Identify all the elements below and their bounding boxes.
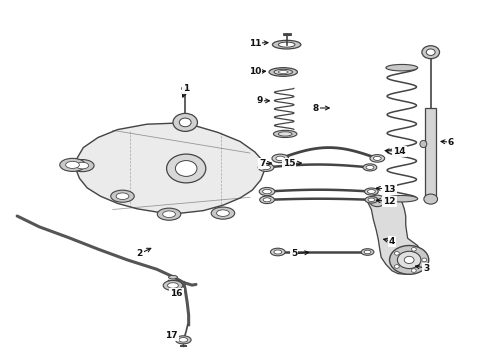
Circle shape: [404, 256, 414, 264]
Ellipse shape: [274, 250, 282, 254]
Ellipse shape: [273, 130, 297, 138]
Ellipse shape: [168, 283, 178, 288]
Circle shape: [412, 248, 416, 251]
Ellipse shape: [368, 189, 375, 194]
Ellipse shape: [272, 154, 289, 163]
Text: 15: 15: [283, 159, 295, 168]
Circle shape: [394, 252, 399, 255]
Ellipse shape: [386, 64, 417, 71]
Ellipse shape: [420, 140, 427, 148]
Ellipse shape: [263, 198, 271, 202]
Ellipse shape: [71, 159, 94, 172]
Text: 9: 9: [256, 96, 263, 105]
Ellipse shape: [278, 42, 295, 47]
Ellipse shape: [60, 158, 85, 171]
Ellipse shape: [373, 156, 381, 161]
Ellipse shape: [217, 210, 229, 216]
Ellipse shape: [66, 161, 79, 168]
Text: 1: 1: [183, 84, 189, 93]
Ellipse shape: [157, 208, 181, 220]
Ellipse shape: [258, 163, 274, 171]
Polygon shape: [76, 123, 265, 213]
Ellipse shape: [269, 68, 297, 76]
Circle shape: [424, 194, 438, 204]
Ellipse shape: [260, 196, 274, 204]
Ellipse shape: [278, 132, 292, 136]
Ellipse shape: [270, 248, 285, 256]
Text: 16: 16: [170, 289, 183, 298]
Text: 11: 11: [248, 39, 261, 48]
Ellipse shape: [263, 189, 271, 194]
Circle shape: [173, 113, 197, 131]
Circle shape: [390, 246, 429, 274]
Ellipse shape: [366, 165, 374, 170]
Ellipse shape: [116, 193, 129, 199]
Bar: [425, 108, 436, 198]
Ellipse shape: [365, 188, 378, 195]
Ellipse shape: [368, 198, 375, 202]
Ellipse shape: [175, 336, 191, 344]
Text: 8: 8: [313, 104, 319, 112]
Ellipse shape: [278, 71, 288, 73]
Circle shape: [394, 265, 399, 268]
Ellipse shape: [163, 211, 175, 217]
Ellipse shape: [364, 250, 371, 254]
Ellipse shape: [363, 164, 377, 171]
Ellipse shape: [163, 280, 183, 291]
Ellipse shape: [259, 188, 275, 195]
Ellipse shape: [386, 195, 417, 202]
Circle shape: [369, 195, 385, 207]
Circle shape: [426, 49, 435, 55]
Circle shape: [422, 258, 427, 262]
Circle shape: [412, 269, 416, 272]
Circle shape: [179, 118, 191, 127]
Ellipse shape: [76, 162, 89, 169]
Text: 4: 4: [389, 237, 395, 246]
Text: 6: 6: [448, 138, 454, 147]
Circle shape: [422, 46, 440, 59]
Ellipse shape: [179, 338, 188, 342]
Ellipse shape: [361, 249, 374, 255]
Ellipse shape: [262, 165, 270, 170]
Ellipse shape: [211, 207, 235, 219]
Text: 12: 12: [383, 197, 396, 206]
Ellipse shape: [370, 154, 385, 162]
Text: 13: 13: [383, 184, 396, 194]
Text: 2: 2: [137, 249, 143, 258]
Text: 17: 17: [165, 331, 178, 340]
Text: 5: 5: [291, 249, 297, 258]
Text: 14: 14: [393, 147, 406, 156]
Text: 7: 7: [259, 159, 266, 168]
Ellipse shape: [272, 40, 301, 49]
Ellipse shape: [276, 156, 285, 161]
Ellipse shape: [365, 197, 378, 203]
Ellipse shape: [274, 69, 293, 75]
Circle shape: [175, 161, 197, 176]
Text: 10: 10: [248, 68, 261, 77]
Circle shape: [167, 154, 206, 183]
Ellipse shape: [111, 190, 134, 202]
Text: 3: 3: [423, 264, 429, 273]
Polygon shape: [368, 199, 422, 274]
Circle shape: [397, 251, 421, 269]
Ellipse shape: [169, 275, 177, 279]
